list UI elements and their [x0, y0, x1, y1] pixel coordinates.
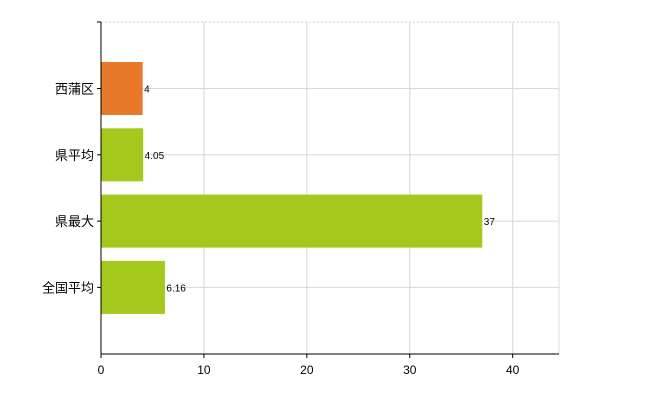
bar [101, 128, 144, 182]
axes [100, 22, 559, 355]
bar [101, 62, 143, 115]
bars [101, 62, 483, 314]
data-label: 6.16 [166, 283, 186, 294]
bar [101, 260, 165, 314]
grid-lines [101, 21, 560, 354]
category-label: 県平均 [55, 149, 94, 164]
x-tick-label: 10 [197, 363, 211, 377]
labels: 0 10 20 30 40 西蒲区 4 県平均 4.05 県最大 37 全国平均 6.16 [42, 21, 520, 377]
data-label: 37 [484, 217, 496, 228]
x-tick-label: 0 [98, 363, 105, 377]
data-label: 4 [144, 85, 150, 96]
category-label: 西蒲区 [55, 83, 94, 98]
category-label: 全国平均 [42, 280, 94, 296]
x-tick-label: 20 [300, 363, 314, 377]
x-tick-label: 30 [403, 363, 417, 377]
data-label: 4.05 [145, 151, 165, 162]
category-label: 県最大 [55, 215, 94, 230]
x-tick-label: 40 [506, 363, 520, 377]
bar [101, 194, 483, 248]
